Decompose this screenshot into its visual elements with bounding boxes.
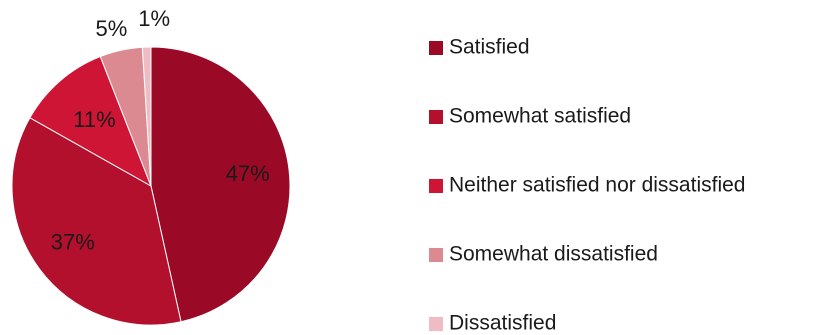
legend-label: Neither satisfied nor dissatisfied	[449, 174, 745, 197]
slice-data-label: 11%	[73, 107, 115, 132]
slice-data-label: 1%	[138, 6, 170, 31]
pie-slice	[150, 46, 291, 323]
legend-swatch	[429, 41, 443, 55]
legend: Satisfied Somewhat satisfied Neither satis…	[429, 36, 745, 335]
legend-label: Somewhat satisfied	[449, 105, 631, 128]
legend-label: Dissatisfied	[449, 312, 556, 335]
pie-slice	[141, 46, 152, 187]
legend-label: Satisfied	[449, 36, 530, 59]
pie-slices	[11, 46, 291, 326]
legend-swatch	[429, 248, 443, 262]
slice-data-label: 37%	[51, 230, 95, 255]
legend-label: Somewhat dissatisfied	[449, 243, 658, 266]
legend-swatch	[429, 317, 443, 331]
slice-labels: 47% 37% 11% 5% 1%	[51, 6, 270, 255]
legend-swatch	[429, 179, 443, 193]
pie-slice	[11, 117, 182, 326]
slice-data-label: 5%	[95, 16, 127, 41]
slice-data-label: 47%	[226, 161, 270, 186]
legend-swatch	[429, 110, 443, 124]
pie-slice	[29, 55, 152, 188]
